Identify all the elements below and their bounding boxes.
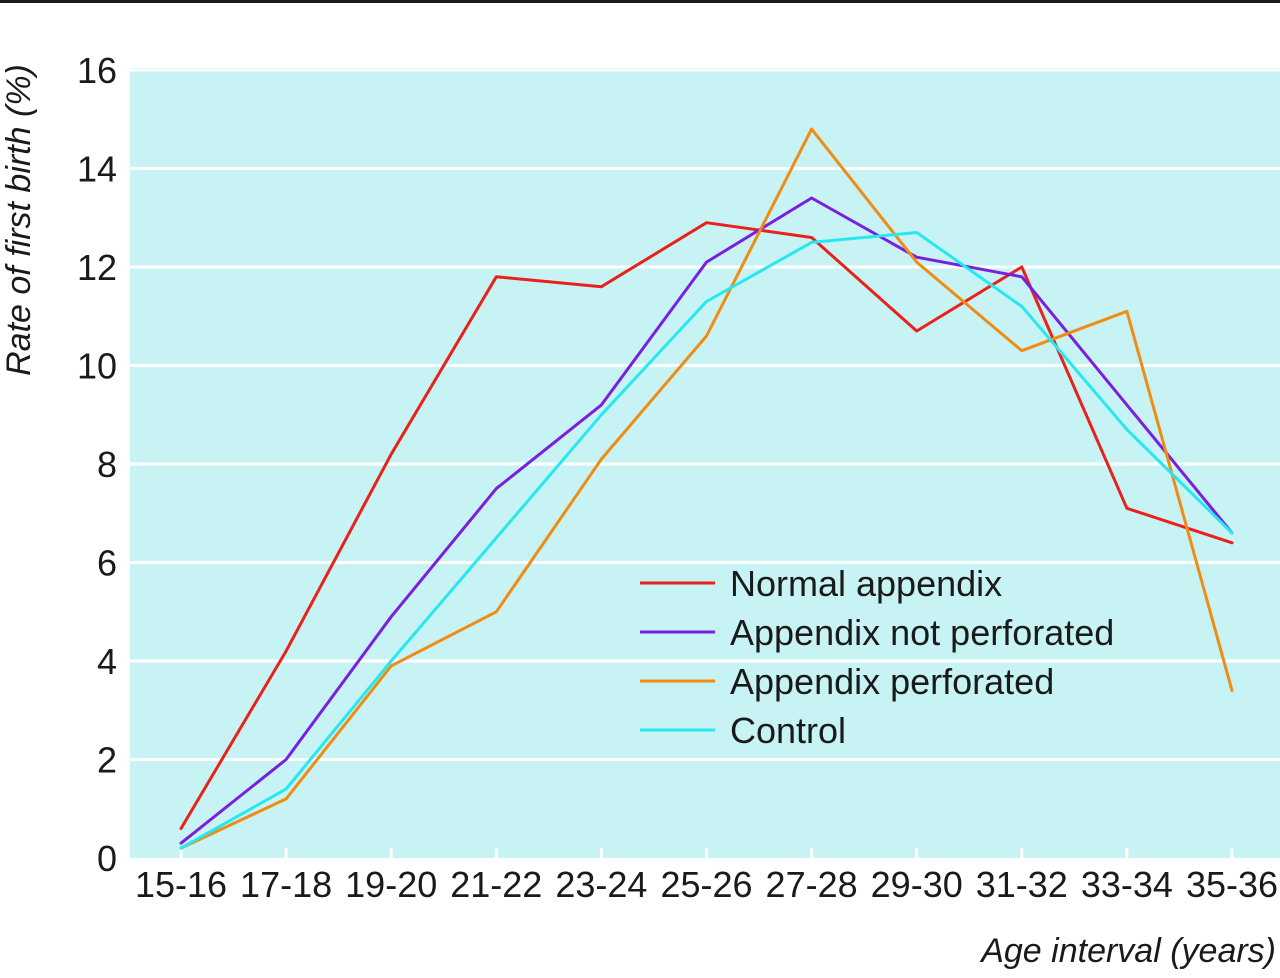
x-axis-title: Age interval (years) bbox=[979, 932, 1276, 970]
series-lines bbox=[179, 127, 1234, 850]
y-tick-label: 0 bbox=[97, 838, 117, 879]
legend-item: Appendix perforated bbox=[640, 661, 1054, 702]
legend-label: Appendix perforated bbox=[730, 661, 1054, 702]
y-tick-label: 14 bbox=[77, 149, 117, 190]
x-tick-label: 19-20 bbox=[345, 864, 437, 905]
legend-item: Appendix not perforated bbox=[640, 612, 1114, 653]
y-tick-label: 12 bbox=[77, 247, 117, 288]
series-line-appendix-not-perforated bbox=[179, 196, 1234, 845]
series-line-control bbox=[179, 231, 1234, 850]
y-tick-label: 2 bbox=[97, 740, 117, 781]
y-tick-label: 8 bbox=[97, 444, 117, 485]
gridlines bbox=[130, 68, 1280, 761]
y-tick-label: 6 bbox=[97, 543, 117, 584]
y-tick-label: 4 bbox=[97, 641, 117, 682]
x-tick-label: 31-32 bbox=[976, 864, 1068, 905]
x-tick-label: 15-16 bbox=[135, 864, 227, 905]
x-tick-label: 17-18 bbox=[240, 864, 332, 905]
legend-label: Appendix not perforated bbox=[730, 612, 1114, 653]
legend: Normal appendix Appendix not perforated Ap… bbox=[640, 563, 1114, 751]
y-axis-title: Rate of first birth (%) bbox=[0, 64, 38, 376]
x-axis-tick-labels: 15-16 17-18 19-20 21-22 23-24 25-26 27-28 29-30… bbox=[135, 864, 1278, 905]
y-tick-label: 10 bbox=[77, 346, 117, 387]
y-axis-tick-labels: 0 2 4 6 8 10 12 14 16 bbox=[77, 50, 117, 879]
legend-label: Normal appendix bbox=[730, 563, 1002, 604]
x-tick-label: 33-34 bbox=[1081, 864, 1173, 905]
x-tick-label: 23-24 bbox=[555, 864, 647, 905]
y-tick-label: 16 bbox=[77, 50, 117, 91]
x-tick-label: 29-30 bbox=[871, 864, 963, 905]
legend-item: Control bbox=[640, 710, 846, 751]
x-tick-label: 35-36 bbox=[1186, 864, 1278, 905]
series-line-appendix-perforated bbox=[179, 127, 1234, 850]
legend-label: Control bbox=[730, 710, 846, 751]
x-axis-ticks bbox=[179, 848, 1234, 858]
legend-item: Normal appendix bbox=[640, 563, 1002, 604]
x-tick-label: 25-26 bbox=[660, 864, 752, 905]
x-tick-label: 21-22 bbox=[450, 864, 542, 905]
x-tick-label: 27-28 bbox=[766, 864, 858, 905]
